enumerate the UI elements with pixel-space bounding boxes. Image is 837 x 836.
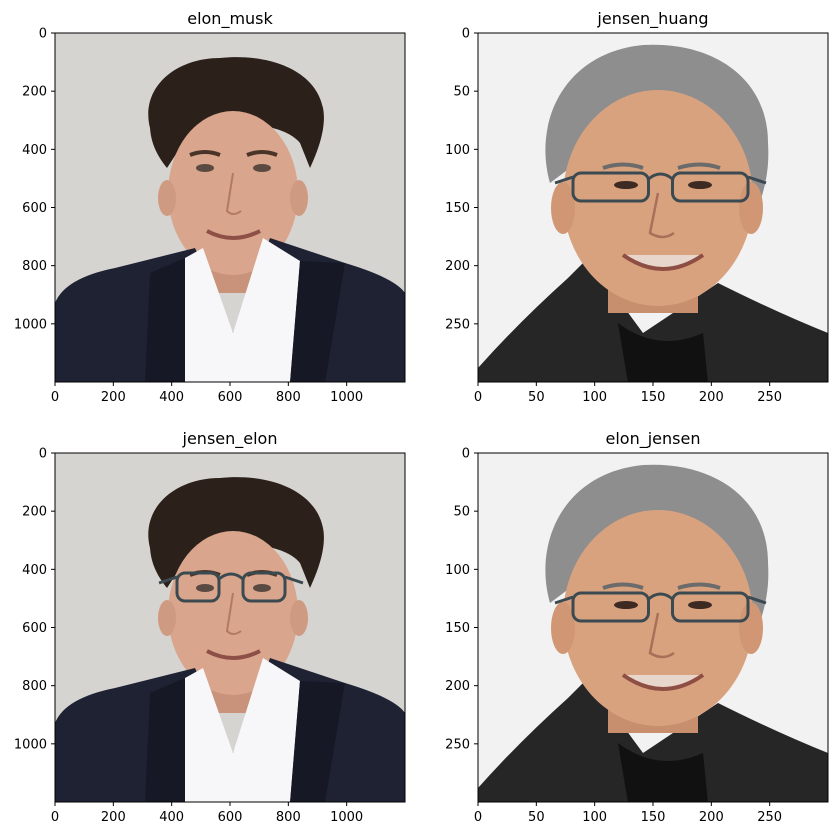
glasses xyxy=(554,591,767,623)
y-tick-label: 0 xyxy=(39,27,47,42)
glasses xyxy=(158,571,304,603)
mouth xyxy=(206,649,261,660)
x-tick-label: 200 xyxy=(101,390,126,405)
x-tick-label: 250 xyxy=(757,810,782,825)
x-tick-label: 400 xyxy=(159,390,184,405)
x-tick-label: 50 xyxy=(528,390,545,405)
hair xyxy=(545,44,769,208)
y-tick-label: 600 xyxy=(22,621,47,636)
panel-elon_musk: elon_musk 0 200 400 600 800 1000 0 200 400 600 800 1… xyxy=(14,9,406,405)
glasses xyxy=(554,171,767,203)
y-tick-label: 0 xyxy=(39,447,47,462)
y-tick-label: 0 xyxy=(462,447,470,462)
shirt xyxy=(185,238,300,382)
eye-right xyxy=(253,164,271,172)
portrait-image xyxy=(478,453,828,802)
eye-left xyxy=(196,164,214,172)
x-tick-label: 200 xyxy=(699,810,724,825)
x-tick-label: 150 xyxy=(641,810,666,825)
mouth xyxy=(206,229,261,240)
x-tick-label: 200 xyxy=(101,810,126,825)
y-tick-label: 50 xyxy=(453,505,470,520)
y-tick-label: 200 xyxy=(22,85,47,100)
y-tick-label: 200 xyxy=(22,505,47,520)
y-tick-label: 800 xyxy=(22,259,47,274)
portrait-image xyxy=(478,33,828,382)
eye-left xyxy=(614,181,638,189)
x-tick-label: 100 xyxy=(582,390,607,405)
x-tick-label: 1000 xyxy=(330,810,363,825)
x-tick-label: 150 xyxy=(641,390,666,405)
eye-right xyxy=(688,601,712,609)
x-tick-label: 50 xyxy=(528,810,545,825)
panel-elon_jensen: elon_jensen 0 50 100 150 200 250 0 50 100 150 200 25… xyxy=(445,429,829,825)
y-tick-label: 600 xyxy=(22,201,47,216)
panel-jensen_huang: jensen_huang 0 50 100 150 200 250 0 50 100 150 200 2… xyxy=(445,9,829,405)
x-tick-label: 0 xyxy=(474,390,482,405)
x-tick-label: 800 xyxy=(276,810,301,825)
x-tick-label: 400 xyxy=(159,810,184,825)
y-tick-label: 150 xyxy=(445,201,470,216)
y-tick-label: 200 xyxy=(445,679,470,694)
panel-title: elon_jensen xyxy=(606,429,701,449)
panel-jensen_elon: jensen_elon 0 200 400 600 800 1000 0 200 400 600 80… xyxy=(14,429,406,825)
panel-title: elon_musk xyxy=(187,9,273,29)
x-tick-label: 600 xyxy=(218,810,243,825)
portrait-image xyxy=(55,453,405,802)
y-tick-label: 50 xyxy=(453,85,470,100)
x-tick-label: 0 xyxy=(51,390,59,405)
portrait-image xyxy=(55,33,405,382)
x-tick-label: 250 xyxy=(757,390,782,405)
y-tick-label: 100 xyxy=(445,563,470,578)
eye-left xyxy=(614,601,638,609)
x-tick-label: 800 xyxy=(276,390,301,405)
x-tick-label: 100 xyxy=(582,810,607,825)
y-tick-label: 800 xyxy=(22,679,47,694)
jacket xyxy=(478,678,828,802)
panel-title: jensen_elon xyxy=(182,429,278,449)
x-tick-label: 1000 xyxy=(330,390,363,405)
shirt xyxy=(185,658,300,802)
y-tick-label: 1000 xyxy=(14,317,47,332)
panel-title: jensen_huang xyxy=(596,9,708,29)
y-tick-label: 100 xyxy=(445,143,470,158)
y-tick-label: 400 xyxy=(22,563,47,578)
y-tick-label: 250 xyxy=(445,737,470,752)
x-tick-label: 200 xyxy=(699,390,724,405)
y-tick-label: 200 xyxy=(445,259,470,274)
y-tick-label: 1000 xyxy=(14,737,47,752)
x-tick-label: 0 xyxy=(51,810,59,825)
mouth xyxy=(621,253,705,271)
eye-left xyxy=(196,584,214,592)
x-tick-label: 0 xyxy=(474,810,482,825)
x-tick-label: 600 xyxy=(218,390,243,405)
mouth xyxy=(621,673,705,691)
y-tick-label: 250 xyxy=(445,317,470,332)
eye-right xyxy=(688,181,712,189)
eye-right xyxy=(253,584,271,592)
y-tick-label: 0 xyxy=(462,27,470,42)
y-tick-label: 150 xyxy=(445,621,470,636)
jacket xyxy=(478,258,828,382)
hair xyxy=(545,464,769,628)
y-tick-label: 400 xyxy=(22,143,47,158)
